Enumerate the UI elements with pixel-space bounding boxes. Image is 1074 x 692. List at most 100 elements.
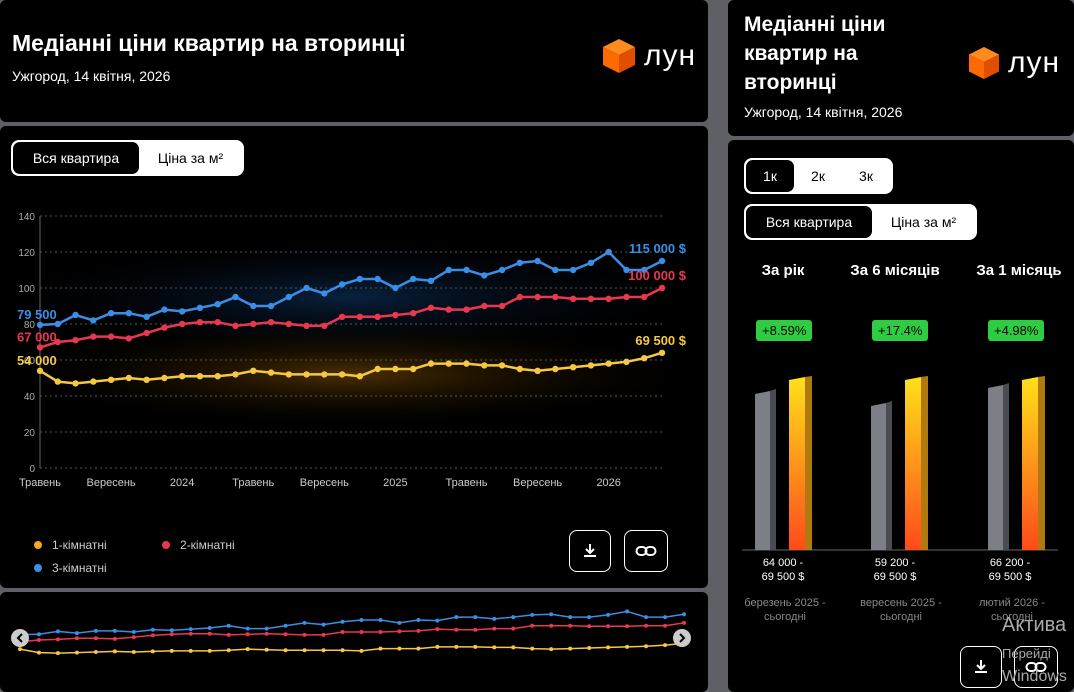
data-point[interactable] xyxy=(392,365,399,373)
rooms-2-tab[interactable]: 2к xyxy=(811,168,825,184)
data-point[interactable] xyxy=(587,259,595,266)
price-per-m2-tab[interactable]: Ціна за м² xyxy=(157,150,224,166)
legend-item-2room[interactable]: 2-кімнатні xyxy=(162,538,235,552)
data-point[interactable] xyxy=(392,284,399,292)
data-point[interactable] xyxy=(178,320,186,328)
data-point[interactable] xyxy=(72,380,79,387)
data-point[interactable] xyxy=(392,311,399,319)
data-point[interactable] xyxy=(250,367,257,374)
data-point[interactable] xyxy=(143,313,150,320)
data-point[interactable] xyxy=(410,365,417,373)
data-point[interactable] xyxy=(267,319,275,326)
data-point[interactable] xyxy=(552,266,559,274)
data-point[interactable] xyxy=(552,293,559,301)
navigator-right-arrow[interactable] xyxy=(673,629,691,647)
data-point[interactable] xyxy=(605,295,612,302)
data-point[interactable] xyxy=(463,266,470,274)
legend-item-3room[interactable]: 3-кімнатні xyxy=(34,561,107,575)
data-point[interactable] xyxy=(498,266,506,274)
data-point[interactable] xyxy=(72,311,79,319)
data-point[interactable] xyxy=(232,322,239,329)
data-point[interactable] xyxy=(214,301,221,308)
data-point[interactable] xyxy=(569,295,577,302)
data-point[interactable] xyxy=(605,360,612,367)
data-point[interactable] xyxy=(36,367,44,374)
data-point[interactable] xyxy=(534,367,541,374)
data-point[interactable] xyxy=(285,293,292,301)
data-point[interactable] xyxy=(107,310,115,317)
data-point[interactable] xyxy=(321,371,328,378)
data-point[interactable] xyxy=(36,321,44,329)
data-point[interactable] xyxy=(410,275,417,283)
data-point[interactable] xyxy=(161,374,168,382)
data-point[interactable] xyxy=(214,373,221,380)
legend-item-1room[interactable]: 1-кімнатні xyxy=(34,538,107,552)
data-point[interactable] xyxy=(498,362,506,369)
data-point[interactable] xyxy=(107,376,115,383)
data-point[interactable] xyxy=(250,302,257,310)
data-point[interactable] xyxy=(125,374,133,382)
data-point[interactable] xyxy=(232,371,239,378)
data-point[interactable] xyxy=(196,373,204,380)
data-point[interactable] xyxy=(427,277,435,284)
download-button[interactable] xyxy=(569,530,611,572)
data-point[interactable] xyxy=(161,306,168,313)
data-point[interactable] xyxy=(267,369,275,376)
data-point[interactable] xyxy=(356,373,364,380)
data-point[interactable] xyxy=(321,290,328,297)
data-point[interactable] xyxy=(481,362,488,369)
data-point[interactable] xyxy=(534,293,541,301)
rooms-1-tab[interactable]: 1к xyxy=(746,160,794,192)
data-point[interactable] xyxy=(641,355,648,362)
data-point[interactable] xyxy=(374,365,381,373)
whole-apartment-tab[interactable]: Вся квартира xyxy=(13,142,139,174)
data-point[interactable] xyxy=(143,329,150,337)
data-point[interactable] xyxy=(338,313,346,320)
data-point[interactable] xyxy=(125,335,133,342)
data-point[interactable] xyxy=(569,364,577,371)
data-point[interactable] xyxy=(605,248,612,256)
data-point[interactable] xyxy=(54,320,61,328)
data-point[interactable] xyxy=(161,324,168,331)
range-navigator-chart[interactable] xyxy=(0,592,708,692)
data-point[interactable] xyxy=(232,293,239,301)
data-point[interactable] xyxy=(107,333,115,340)
data-point[interactable] xyxy=(321,322,328,329)
data-point[interactable] xyxy=(427,360,435,367)
navigator-left-arrow[interactable] xyxy=(11,629,29,647)
data-point[interactable] xyxy=(445,360,452,367)
data-point[interactable] xyxy=(250,320,257,328)
data-point[interactable] xyxy=(374,313,381,320)
data-point[interactable] xyxy=(178,308,186,315)
data-point[interactable] xyxy=(374,275,381,283)
data-point[interactable] xyxy=(569,266,577,274)
right-whole-apartment-tab[interactable]: Вся квартира xyxy=(746,206,872,238)
data-point[interactable] xyxy=(445,266,452,274)
data-point[interactable] xyxy=(90,317,97,324)
data-point[interactable] xyxy=(338,281,346,288)
data-point[interactable] xyxy=(623,293,630,301)
data-point[interactable] xyxy=(516,259,524,266)
data-point[interactable] xyxy=(427,304,435,311)
data-point[interactable] xyxy=(90,333,97,340)
data-point[interactable] xyxy=(303,322,310,329)
data-point[interactable] xyxy=(214,319,221,326)
right-share-link-button[interactable] xyxy=(1014,646,1058,688)
share-link-button[interactable] xyxy=(624,530,668,572)
data-point[interactable] xyxy=(36,344,44,351)
data-point[interactable] xyxy=(623,358,630,365)
data-point[interactable] xyxy=(498,302,506,310)
data-point[interactable] xyxy=(658,257,666,265)
data-point[interactable] xyxy=(90,378,97,385)
data-point[interactable] xyxy=(587,362,595,369)
data-point[interactable] xyxy=(410,310,417,317)
data-point[interactable] xyxy=(445,306,452,313)
data-point[interactable] xyxy=(463,360,470,367)
data-point[interactable] xyxy=(641,266,648,274)
data-point[interactable] xyxy=(463,306,470,313)
data-point[interactable] xyxy=(587,295,595,302)
data-point[interactable] xyxy=(143,376,150,383)
data-point[interactable] xyxy=(178,373,186,380)
data-point[interactable] xyxy=(641,293,648,301)
data-point[interactable] xyxy=(516,365,524,373)
